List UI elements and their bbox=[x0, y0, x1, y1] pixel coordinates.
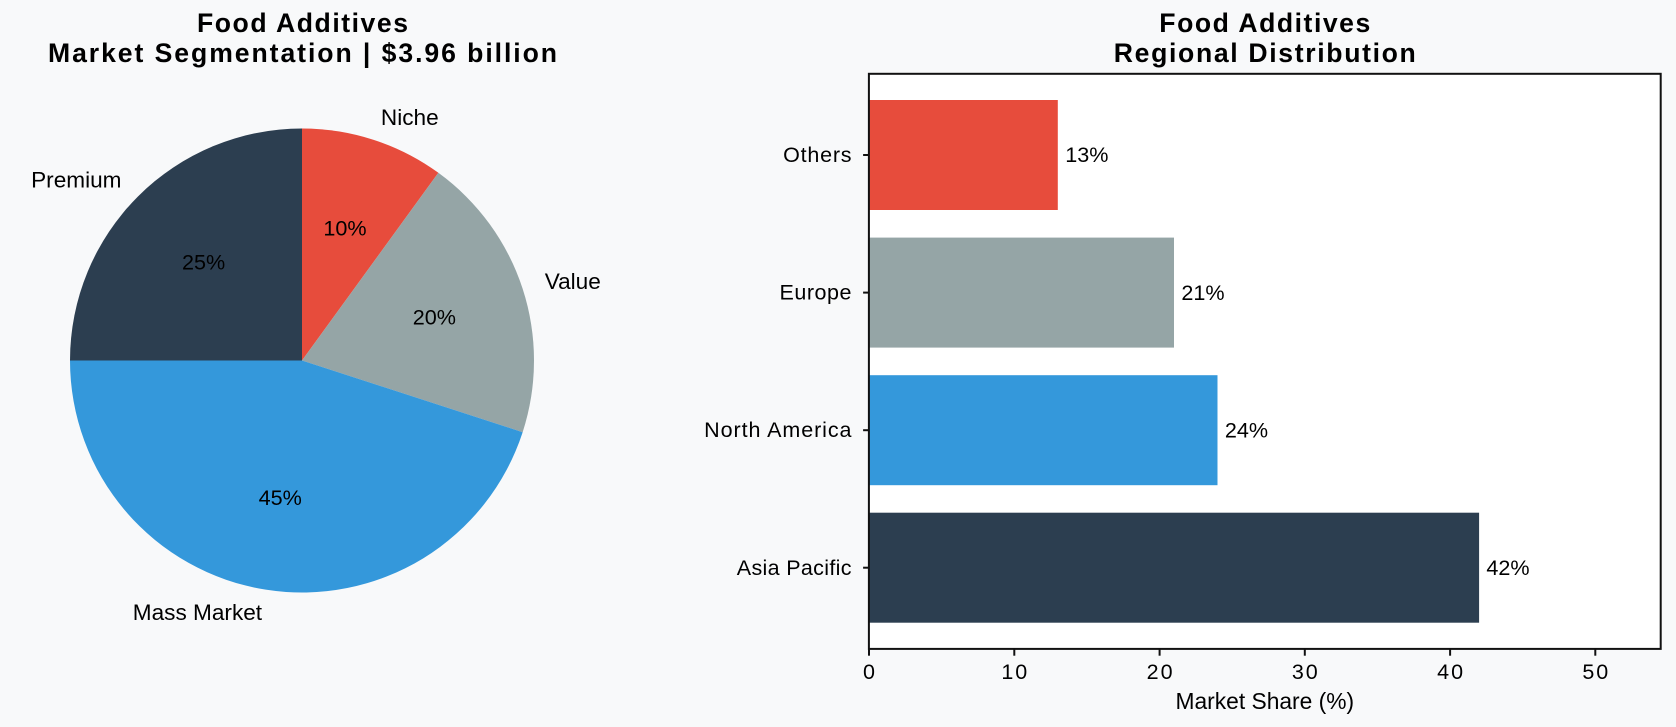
svg-text:Premium: Premium bbox=[31, 167, 121, 192]
svg-text:Mass Market: Mass Market bbox=[133, 600, 263, 625]
svg-text:Value: Value bbox=[545, 269, 601, 294]
svg-text:50: 50 bbox=[1582, 660, 1608, 684]
svg-text:Food Additives: Food Additives bbox=[197, 8, 408, 38]
svg-text:10: 10 bbox=[1001, 660, 1027, 684]
svg-text:10%: 10% bbox=[323, 215, 366, 240]
svg-text:30: 30 bbox=[1292, 660, 1318, 684]
svg-text:Niche: Niche bbox=[381, 105, 439, 130]
svg-text:Market Share (%): Market Share (%) bbox=[1175, 688, 1354, 714]
svg-text:Market Segmentation | $3.96 bi: Market Segmentation | $3.96 billion bbox=[48, 38, 557, 68]
svg-text:40: 40 bbox=[1437, 660, 1463, 684]
svg-text:13%: 13% bbox=[1065, 142, 1108, 167]
svg-text:24%: 24% bbox=[1225, 417, 1268, 442]
svg-text:20%: 20% bbox=[413, 305, 456, 330]
svg-text:North America: North America bbox=[704, 418, 851, 442]
svg-text:20: 20 bbox=[1147, 660, 1173, 684]
svg-text:0: 0 bbox=[863, 660, 875, 684]
svg-text:45%: 45% bbox=[259, 485, 302, 510]
svg-text:25%: 25% bbox=[182, 249, 225, 274]
svg-text:21%: 21% bbox=[1181, 280, 1224, 305]
svg-text:Food Additives: Food Additives bbox=[1159, 8, 1370, 38]
svg-text:Regional Distribution: Regional Distribution bbox=[1114, 38, 1416, 68]
svg-text:Europe: Europe bbox=[779, 281, 851, 305]
svg-text:Asia Pacific: Asia Pacific bbox=[737, 556, 852, 580]
svg-text:42%: 42% bbox=[1486, 555, 1529, 580]
svg-text:Others: Others bbox=[783, 143, 851, 167]
